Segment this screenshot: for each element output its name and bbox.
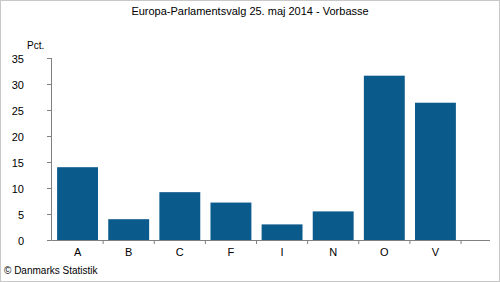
x-tick-label: B [125,246,132,258]
chart-container: Europa-Parlamentsvalg 25. maj 2014 - Vor… [0,0,500,282]
title: Europa-Parlamentsvalg 25. maj 2014 - Vor… [131,5,368,17]
x-tick [205,240,206,244]
x-tick [154,240,155,244]
y-tick [47,58,52,59]
x-tick-label: C [176,246,184,258]
x-axis [52,240,491,241]
y-tick [47,136,52,137]
x-tick [307,240,308,244]
frame [1,1,500,282]
x-tick-label: N [329,246,337,258]
bar [108,219,149,240]
y-tick [47,188,52,189]
y-tick [47,214,52,215]
y-tick-label: 5 [18,209,24,221]
y-tick-label: 0 [18,235,24,247]
chart-svg: Europa-Parlamentsvalg 25. maj 2014 - Vor… [0,0,500,282]
x-tick [358,240,359,244]
y-tick-label: 35 [12,53,24,65]
y-tick-label: 30 [12,79,24,91]
y-tick-label: 25 [12,105,24,117]
bar [57,167,98,240]
bar [313,211,354,240]
bar [159,192,200,240]
x-tick-label: I [281,246,284,258]
x-tick [256,240,257,244]
y-tick [47,84,52,85]
bar [364,76,405,240]
y-tick [47,162,52,163]
y-tick [47,110,52,111]
y-axis-label: Pct. [27,40,44,51]
bar [210,203,251,240]
bar [262,224,303,240]
bars [57,76,456,240]
x-tick-label: O [380,246,389,258]
x-tick-label: V [432,246,440,258]
bar [415,103,456,240]
y-tick-label: 15 [12,157,24,169]
y-tick-label: 10 [12,183,24,195]
source: © Danmarks Statistik [4,265,99,276]
x-tick [409,240,410,244]
y-axis [51,58,52,240]
x-tick-label: A [74,246,82,258]
y-tick-label: 20 [12,131,24,143]
y-tick [47,240,52,241]
x-tick [461,240,462,244]
x-tick [103,240,104,244]
x-tick-label: F [228,246,235,258]
